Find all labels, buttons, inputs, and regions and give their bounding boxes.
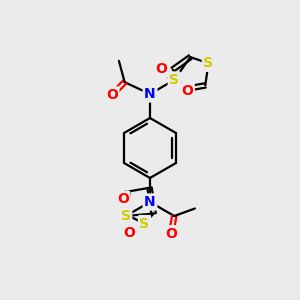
- Text: N: N: [144, 195, 156, 209]
- Text: N: N: [144, 87, 156, 101]
- Text: O: O: [117, 192, 129, 206]
- Text: S: S: [169, 73, 179, 87]
- Text: S: S: [203, 56, 213, 70]
- Text: S: S: [121, 209, 131, 223]
- Text: O: O: [165, 227, 177, 241]
- Text: O: O: [106, 88, 118, 102]
- Text: O: O: [123, 226, 135, 240]
- Text: O: O: [181, 84, 193, 98]
- Text: O: O: [155, 62, 167, 76]
- Text: S: S: [140, 217, 149, 231]
